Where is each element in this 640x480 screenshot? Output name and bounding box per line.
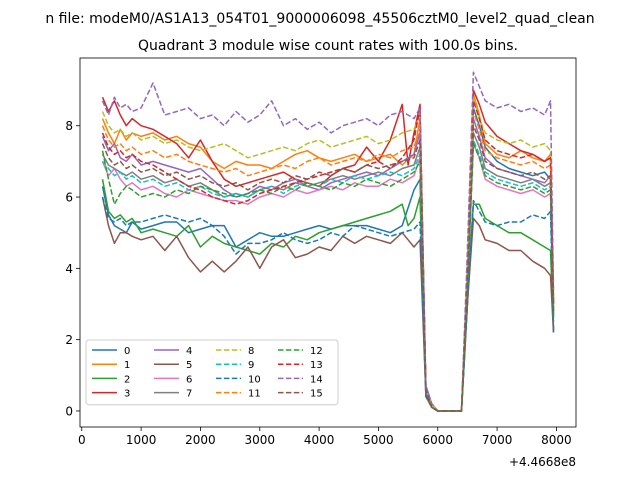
series-line-2: [101, 179, 555, 412]
legend-label-5: 5: [186, 360, 192, 371]
legend-label-7: 7: [186, 389, 192, 400]
series-layer: [101, 71, 555, 412]
y-tick-label: 2: [65, 333, 73, 347]
x-tick-label: 0: [78, 433, 86, 447]
legend-label-0: 0: [124, 346, 130, 357]
series-line-10: [101, 196, 555, 412]
legend-label-12: 12: [310, 346, 323, 357]
legend-label-11: 11: [248, 389, 261, 400]
series-line-4: [101, 117, 555, 412]
x-tick-label: 2000: [185, 433, 216, 447]
x-tick-label: 5000: [363, 433, 394, 447]
legend-label-10: 10: [248, 374, 261, 385]
legend-box: [85, 339, 339, 406]
legend-label-15: 15: [310, 389, 323, 400]
legend-label-6: 6: [186, 374, 192, 385]
series-line-11: [101, 110, 555, 412]
x-tick-label: 4000: [304, 433, 335, 447]
chart-title: Quadrant 3 module wise count rates with …: [138, 38, 518, 54]
y-tick-label: 0: [65, 404, 73, 418]
legend-label-4: 4: [186, 346, 192, 357]
axes-frame: [79, 57, 577, 428]
axes-layer: 0 1000 2000 3000 4000 5000 6000 7000 8000 0 2 4 6 8: [65, 57, 577, 447]
series-line-14: [101, 71, 555, 412]
legend-label-14: 14: [310, 374, 323, 385]
x-tick-label: 3000: [244, 433, 275, 447]
legend-label-2: 2: [124, 374, 130, 385]
figure-suptitle: n file: modeM0/AS1A13_054T01_9000006098_…: [45, 11, 594, 27]
x-axis-offset-label: +4.4668e8: [509, 455, 576, 469]
y-tick-label: 6: [65, 191, 73, 205]
legend-label-13: 13: [310, 360, 323, 371]
legend-label-1: 1: [124, 360, 130, 371]
legend-label-9: 9: [248, 360, 254, 371]
series-line-13: [101, 100, 555, 412]
series-line-9: [101, 139, 555, 412]
y-tick-label: 4: [65, 262, 73, 276]
x-tick-label: 7000: [482, 433, 513, 447]
series-line-8: [101, 96, 555, 412]
x-tick-label: 1000: [126, 433, 157, 447]
legend-label-8: 8: [248, 346, 254, 357]
x-tick-label: 8000: [541, 433, 572, 447]
x-tick-label: 6000: [422, 433, 453, 447]
series-line-12: [101, 142, 555, 412]
series-line-7: [101, 132, 555, 412]
legend-label-3: 3: [124, 389, 130, 400]
y-tick-label: 8: [65, 119, 73, 133]
